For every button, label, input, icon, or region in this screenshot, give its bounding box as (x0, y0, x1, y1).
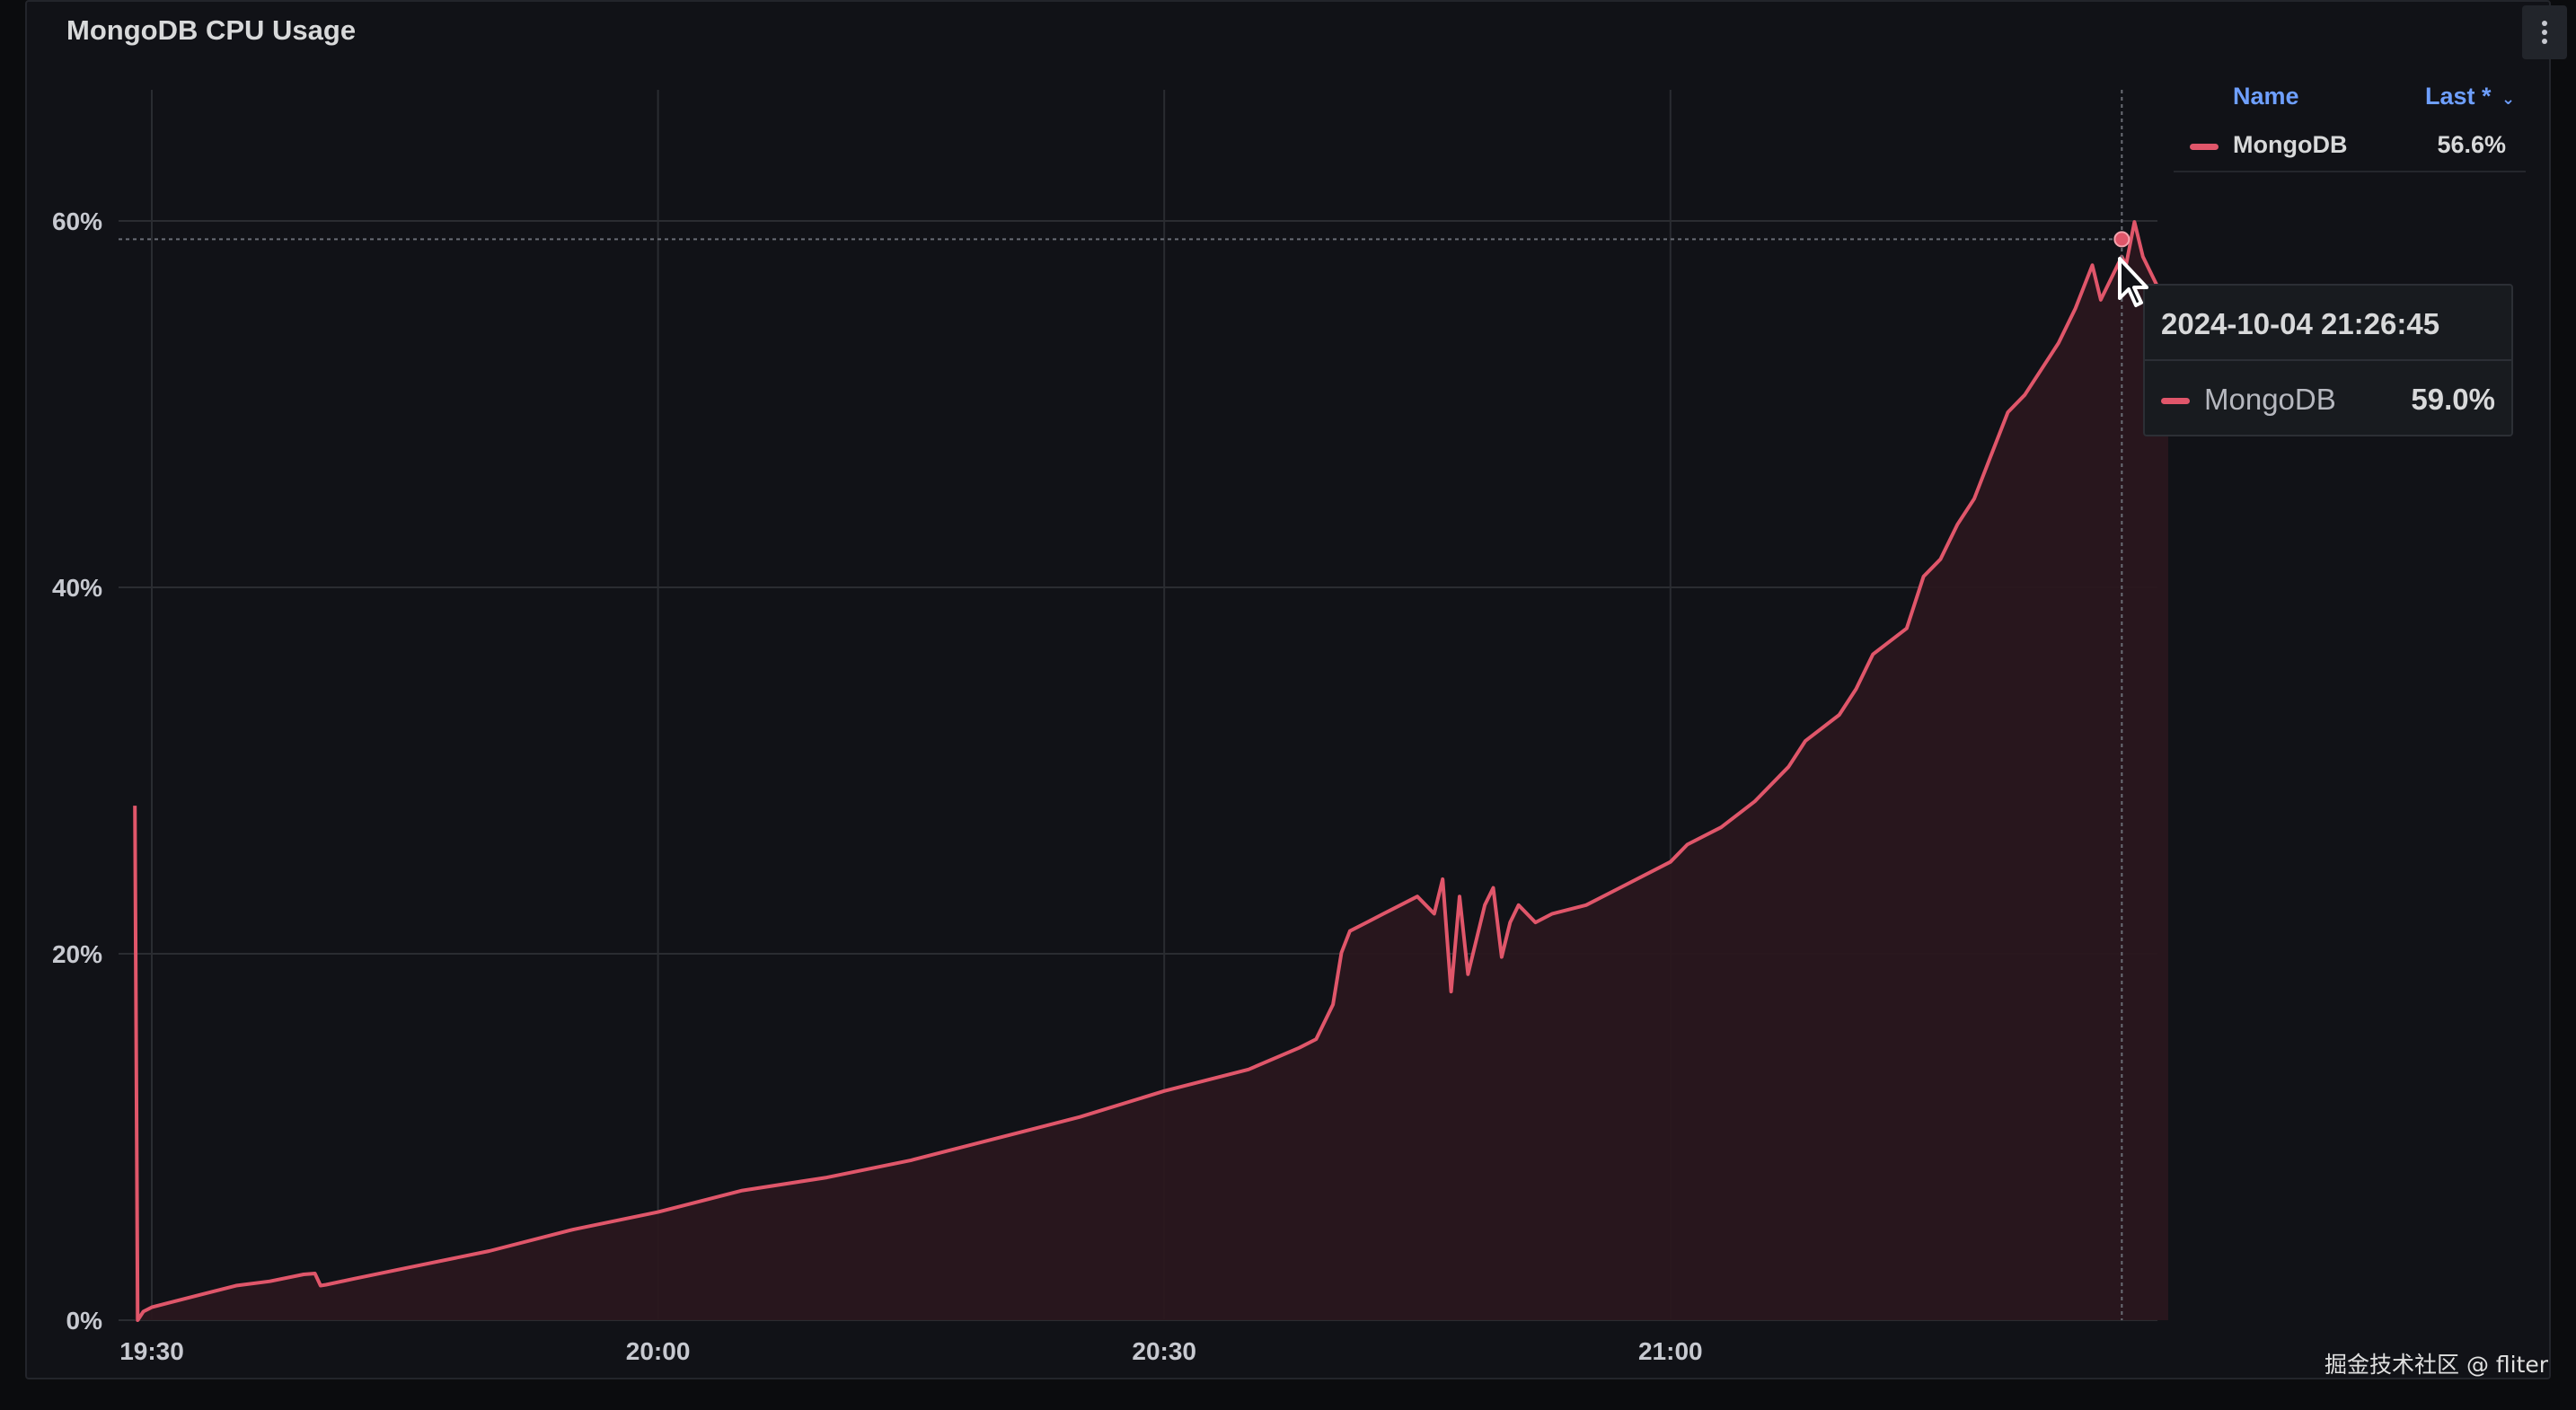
panel-title: MongoDB CPU Usage (66, 14, 357, 46)
tooltip-divider (2145, 359, 2511, 361)
tooltip-time: 2024-10-04 21:26:45 (2161, 307, 2440, 340)
x-tick-label: 21:00 (1638, 1337, 1703, 1365)
hover-tooltip: 2024-10-04 21:26:45 MongoDB 59.0% (2143, 284, 2513, 436)
y-tick-label: 60% (52, 207, 102, 235)
mouse-pointer-icon (2116, 255, 2152, 313)
y-tick-label: 40% (52, 574, 102, 602)
x-tick-label: 20:30 (1132, 1337, 1196, 1365)
x-tick-label: 20:00 (626, 1337, 691, 1365)
tooltip-series-name: MongoDB (2204, 383, 2336, 416)
legend-item-name: MongoDB (2233, 131, 2348, 158)
watermark: 掘金技术社区 @ fliter (2325, 1352, 2549, 1378)
series-area-mongodb (135, 222, 2169, 1321)
legend-header-last[interactable]: Last * ⌄ (2425, 83, 2515, 110)
tooltip-value: 59.0% (2411, 383, 2495, 416)
y-tick-label: 0% (66, 1307, 103, 1335)
x-tick-label: 19:30 (119, 1337, 184, 1365)
y-tick-label: 20% (52, 940, 102, 968)
panel-menu-button[interactable] (2522, 5, 2567, 59)
legend-header-name[interactable]: Name (2233, 83, 2299, 110)
hover-point (2113, 231, 2130, 248)
chevron-down-icon: ⌄ (2501, 90, 2516, 108)
legend-header-last-label: Last * (2425, 83, 2492, 110)
series-line-mongodb[interactable] (133, 220, 2170, 1322)
legend-item[interactable]: MongoDB 56.6% (2174, 126, 2526, 172)
legend-swatch (2190, 144, 2219, 150)
tooltip-swatch (2161, 398, 2190, 404)
legend-item-value: 56.6% (2437, 131, 2506, 158)
kebab-menu-icon (2541, 20, 2548, 45)
